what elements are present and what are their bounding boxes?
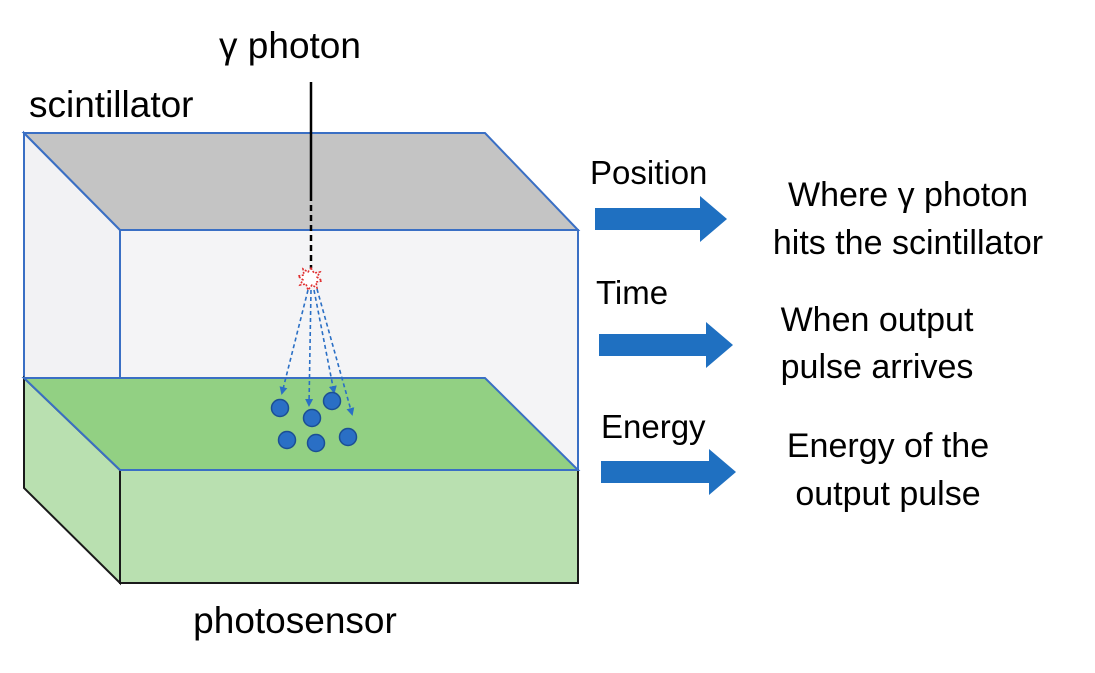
photosensor-block [21,375,581,586]
interaction-flash-icon [296,266,324,292]
optical-photon-dot [306,433,326,453]
light-ray [313,289,337,394]
optical-photon-dot [277,430,297,450]
light-rays [279,288,355,416]
output-energy-desc-line2: output pulse [795,475,980,513]
output-position-name: Position [590,154,707,191]
output-position-desc-line1: Where γ photon [788,176,1028,214]
output-energy-desc-line1: Energy of the [787,427,989,465]
photosensor-label: photosensor [193,600,397,641]
optical-photon-dot [302,408,322,428]
scintillator-top-face [21,132,581,231]
light-ray [305,289,314,407]
output-position-desc-line2: hits the scintillator [773,224,1043,262]
energy-arrow-icon [601,449,736,495]
output-time-desc-line1: When output [781,301,974,339]
photon-label: γ photon [219,25,361,66]
optical-photon-dot [322,391,342,411]
light-ray [316,288,355,416]
time-arrow-icon [599,322,733,368]
output-time-name: Time [596,274,668,311]
output-energy-name: Energy [601,408,706,445]
position-arrow-icon [595,196,727,242]
optical-photon-dot [338,427,358,447]
optical-photon-dot [270,398,290,418]
light-ray [279,289,309,395]
photosensor-top-face [21,377,581,471]
output-arrows [595,196,736,495]
scintillator-label: scintillator [29,84,194,125]
optical-photons [270,391,358,453]
output-time-desc-line2: pulse arrives [781,348,974,386]
photosensor-front-face [119,469,579,584]
